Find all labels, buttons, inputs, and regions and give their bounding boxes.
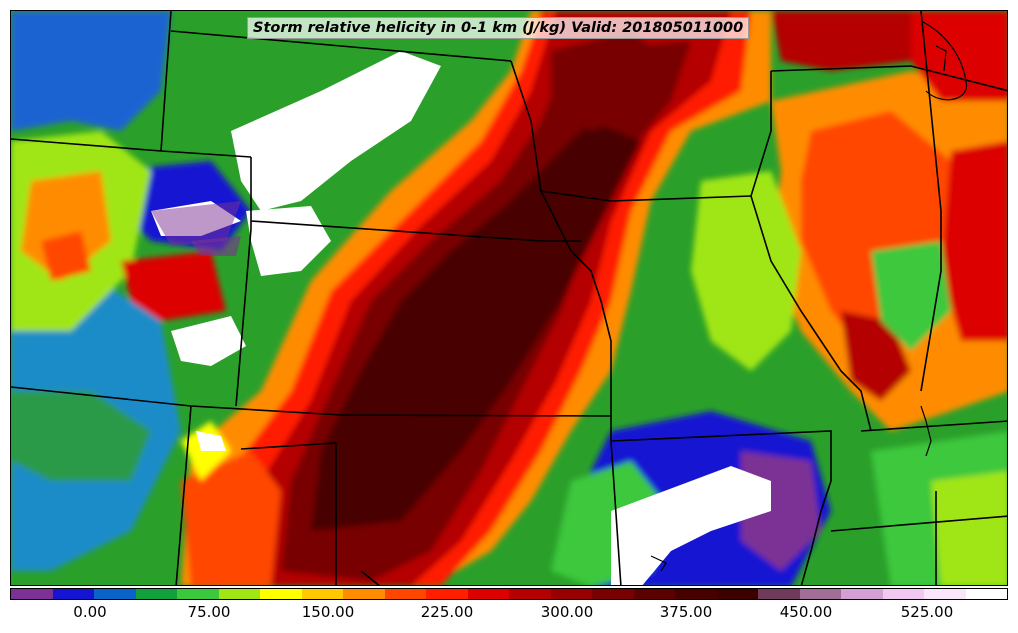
- helicity-map[interactable]: Storm relative helicity in 0-1 km (J/kg)…: [10, 10, 1008, 586]
- extreme-regions: [151, 51, 771, 585]
- colorbar-segment: [924, 589, 966, 599]
- colorbar-segment: [343, 589, 385, 599]
- contour-fill-layer: [11, 11, 1007, 585]
- colorbar-segment: [426, 589, 468, 599]
- colorbar-segment: [301, 589, 343, 599]
- coastlines: [650, 20, 968, 572]
- colorbar-tick-label: 375.00: [659, 603, 713, 621]
- state-borders: [11, 11, 1007, 585]
- colorbar-segment: [633, 589, 675, 599]
- colorbar-segment: [467, 589, 509, 599]
- colorbar-segment: [94, 589, 136, 599]
- colorbar-segment: [675, 589, 717, 599]
- colorbar-segment: [177, 589, 219, 599]
- colorbar-segment: [11, 589, 53, 599]
- colorbar-segment: [799, 589, 841, 599]
- colorbar-labels: 0.00 75.00 150.00 225.00 300.00 375.00 450.00 5…: [10, 603, 1008, 625]
- colorbar-segment: [135, 589, 177, 599]
- colorbar-tick-label: 300.00: [540, 603, 594, 621]
- colorbar-tick-label: 225.00: [420, 603, 474, 621]
- colorbar-tick-label: 75.00: [187, 603, 231, 621]
- map-title: Storm relative helicity in 0-1 km (J/kg)…: [247, 17, 750, 39]
- colorbar-segment: [509, 589, 551, 599]
- colorbar-tick-label: 525.00: [900, 603, 954, 621]
- colorbar-segment: [716, 589, 758, 599]
- map-canvas: [11, 11, 1007, 585]
- colorbar-segment: [965, 589, 1007, 599]
- colorbar-segment: [592, 589, 634, 599]
- colorbar: [10, 588, 1008, 600]
- colorbar-tick-label: 0.00: [73, 603, 107, 621]
- colorbar-segment: [758, 589, 800, 599]
- colorbar-segment: [52, 589, 94, 599]
- colorbar-tick-label: 450.00: [779, 603, 833, 621]
- colorbar-segment: [260, 589, 302, 599]
- colorbar-segment: [841, 589, 883, 599]
- colorbar-tick-label: 150.00: [301, 603, 355, 621]
- colorbar-segment: [384, 589, 426, 599]
- colorbar-segment: [550, 589, 592, 599]
- colorbar-segment: [882, 589, 924, 599]
- colorbar-segment: [218, 589, 260, 599]
